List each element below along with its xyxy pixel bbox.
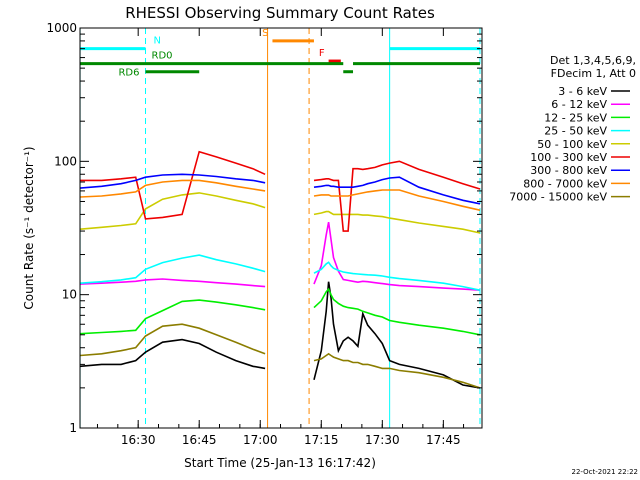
status-label-S: S [262,28,268,39]
series-0-segment-1 [313,281,481,389]
y-tick-label-1: 10 [62,288,77,302]
series-5-segment-0 [80,150,266,220]
legend-label-1: 6 - 12 keV [551,98,607,111]
x-axis: 16:30 16:45 17:00 17:15 17:30 17:45 [96,28,465,447]
timestamp: 22-Oct-2021 22:22 [572,468,638,476]
legend-label-7: 800 - 7000 keV [523,177,607,190]
plot-area: N S F RD0 RD6 [79,27,483,429]
status-label-RD0: RD0 [152,51,173,62]
y-tick-label-0: 1 [69,421,77,435]
y-tick-label-3: 1000 [46,21,77,35]
status-label-F: F [319,48,325,59]
legend-label-6: 300 - 800 keV [530,164,607,177]
legend-label-0: 3 - 6 keV [558,85,607,98]
status-label-N: N [154,36,161,47]
y-axis-label: Count Rate (s⁻¹ detector⁻¹) [22,146,36,309]
series-3-segment-1 [313,261,481,291]
legend-label-2: 12 - 25 keV [544,111,607,124]
series-2-segment-0 [80,299,266,335]
series-0-segment-0 [80,338,266,370]
x-tick-label-0: 16:30 [121,433,156,447]
legend: Det 1,3,4,5,6,9, FDecim 1, Att 0 3 - 6 k… [509,54,636,204]
series-7-segment-0 [80,179,266,198]
x-tick-label-1: 16:45 [182,433,217,447]
legend-label-4: 50 - 100 keV [537,138,607,151]
y-tick-label-2: 100 [54,154,77,168]
x-tick-label-2: 17:00 [243,433,278,447]
series-8-segment-0 [80,323,266,357]
series-8-segment-1 [313,352,481,389]
series-4-segment-0 [80,192,266,230]
series-6-segment-0 [80,173,266,189]
legend-header-line-1: Det 1,3,4,5,6,9, [550,54,636,67]
chart-title: RHESSI Observing Summary Count Rates [125,4,435,22]
series-2-segment-1 [313,287,481,336]
x-tick-label-3: 17:15 [304,433,339,447]
series-7-segment-1 [313,189,481,211]
legend-label-5: 100 - 300 keV [530,151,607,164]
y-axis: 1 10 100 1000 [46,21,482,435]
series-4-segment-1 [313,210,481,234]
legend-label-8: 7000 - 15000 keV [509,191,607,204]
series-1-segment-1 [313,221,481,291]
series-5-segment-1 [313,160,481,232]
series-3-segment-0 [80,254,266,284]
legend-header-line-2: FDecim 1, Att 0 [551,67,636,80]
x-axis-label: Start Time (25-Jan-13 16:17:42) [184,456,376,470]
x-tick-label-5: 17:45 [426,433,461,447]
status-label-RD6: RD6 [118,68,139,79]
series-1-segment-0 [80,278,266,288]
series-6-segment-1 [313,176,481,205]
legend-label-3: 25 - 50 keV [544,125,607,138]
x-tick-label-4: 17:30 [365,433,400,447]
